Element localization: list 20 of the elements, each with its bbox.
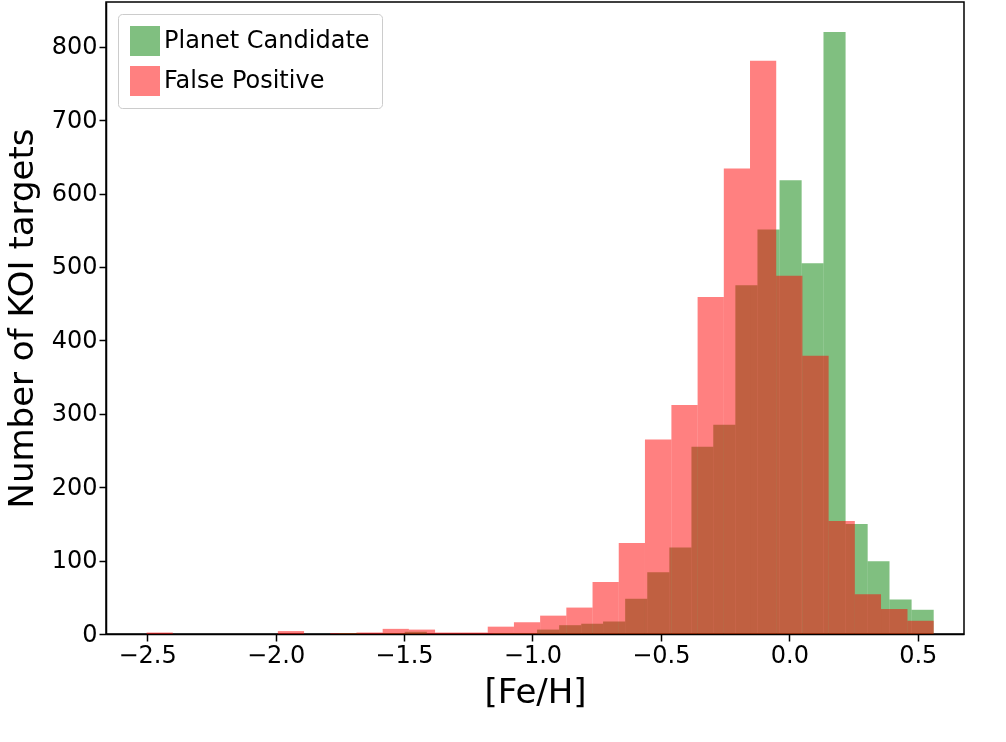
y-tick-label: 0 [82,619,98,648]
y-tick-label: 800 [51,32,98,61]
x-tick-label: −0.5 [632,640,691,669]
y-tick-label: 600 [51,179,98,208]
legend-label: False Positive [164,66,325,94]
x-tick-label: 0.5 [899,640,938,669]
legend-label: Planet Candidate [164,26,370,54]
y-tick-label: 500 [51,252,98,281]
y-tick-label: 700 [51,105,98,134]
x-tick-label: −2.5 [118,640,177,669]
y-tick-label: 200 [51,472,98,501]
y-tick-label: 300 [51,399,98,428]
x-axis-title: [Fe/H] [484,670,587,711]
x-tick-label: 0.0 [770,640,809,669]
y-axis-title: Number of KOI targets [0,128,41,509]
x-tick-label: −1.5 [375,640,434,669]
x-tick-label: −1.0 [503,640,563,669]
y-tick-label: 100 [51,546,98,575]
x-tick-label: −2.0 [246,640,306,669]
y-tick-label: 400 [51,325,98,354]
